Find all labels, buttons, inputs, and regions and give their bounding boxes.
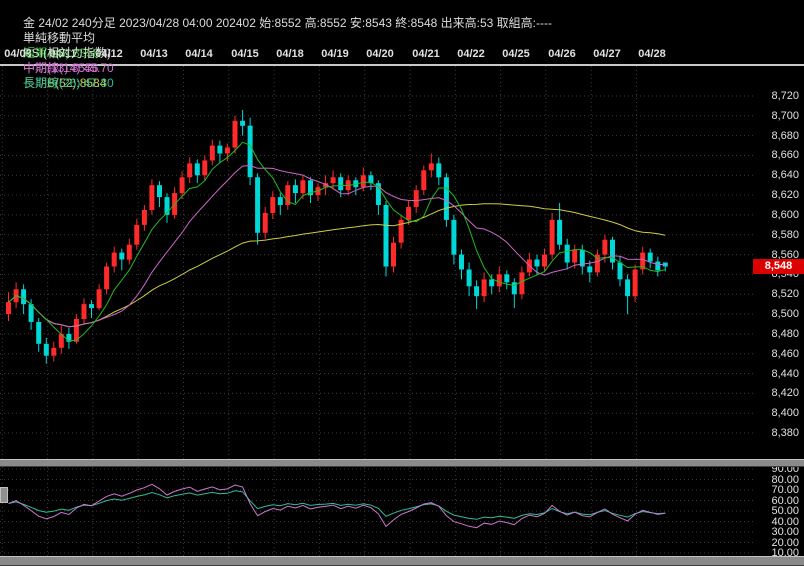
date-label: 04/08: [4, 48, 32, 60]
rsi-axis-label: 20.00: [771, 537, 799, 549]
price-axis-label: 8,720: [771, 90, 799, 102]
price-axis-label: 8,520: [771, 288, 799, 300]
ma-long-line: [8, 203, 666, 328]
chart-header: 金 24/02 240分足 2023/04/28 04:00 202402 始:…: [3, 1, 561, 90]
rsi-axis-label: 60.00: [771, 495, 799, 507]
price-axis-label: 8,500: [771, 308, 799, 320]
rsi-indicator-chart[interactable]: [0, 467, 756, 556]
rsi-info-line: RSI(相対力指数) 中期線(14):45.70 長期線(26):47.30: [3, 31, 561, 90]
date-label: 04/19: [321, 48, 349, 60]
rsi-axis-label: 40.00: [771, 516, 799, 528]
price-axis-label: 8,380: [771, 427, 799, 439]
instrument-info-line: 金 24/02 240分足 2023/04/28 04:00 202402 始:…: [3, 1, 561, 30]
candlestick-chart[interactable]: [0, 66, 756, 459]
date-label: 04/13: [140, 48, 168, 60]
price-axis: 8,380 8,400 8,420 8,440 8,460 8,480 8,500 8,520…: [756, 0, 804, 566]
rsi-axis-label: 30.00: [771, 526, 799, 538]
date-axis: 04/08 04/11 04/12 04/13 04/14 04/15 04/18 04/19…: [0, 46, 756, 63]
price-axis-label: 8,620: [771, 189, 799, 201]
price-axis-label: 8,480: [771, 328, 799, 340]
rsi-axis-label: 70.00: [771, 484, 799, 496]
date-label: 04/14: [185, 48, 213, 60]
price-axis-label: 8,440: [771, 368, 799, 380]
date-label: 04/22: [457, 48, 485, 60]
price-axis-label: 8,420: [771, 387, 799, 399]
price-axis-label: 8,700: [771, 110, 799, 122]
price-axis-label: 8,580: [771, 229, 799, 241]
price-axis-label: 8,460: [771, 348, 799, 360]
rsi-scrollbar-thumb[interactable]: [0, 487, 8, 503]
price-axis-label: 8,640: [771, 169, 799, 181]
date-label: 04/20: [366, 48, 394, 60]
rsi-long-value: 長期線(26):47.30: [23, 76, 114, 90]
last-price-badge: 8,548: [753, 259, 804, 274]
instrument-summary: 金 24/02 240分足 2023/04/28 04:00 202402 始:…: [23, 16, 552, 30]
price-axis-label: 8,660: [771, 149, 799, 161]
rsi-mid-line: [8, 483, 666, 529]
ma-short-value: 短期A(6):8558: [23, 46, 100, 60]
date-label: 04/11: [49, 48, 77, 60]
ma-mid-value: 中期(13):8556: [23, 61, 99, 75]
candles: [6, 109, 668, 364]
bottom-splitter[interactable]: [0, 556, 804, 566]
rsi-mid-value: 中期線(14):45.70: [23, 61, 114, 75]
date-label: 04/27: [593, 48, 621, 60]
date-label: 04/15: [231, 48, 259, 60]
rsi-long-line: [8, 490, 666, 520]
price-axis-label: 8,600: [771, 209, 799, 221]
rsi-axis-label: 50.00: [771, 505, 799, 517]
ma-mid-line: [8, 164, 666, 328]
rsi-axis-label: 80.00: [771, 474, 799, 486]
price-axis-label: 8,400: [771, 407, 799, 419]
ma-long-value: 長期B(52):8584: [23, 76, 107, 90]
panel-splitter[interactable]: [0, 459, 804, 467]
ma-short-line: [8, 141, 666, 342]
date-label: 04/28: [638, 48, 666, 60]
ma-info-line: 単純移動平均 短期A(6):8558 中期(13):8556 長期B(52):8…: [3, 16, 561, 90]
rsi-axis: 10.00 20.00 30.00 40.00 50.00 60.00 70.00 80.00…: [756, 0, 804, 566]
date-label: 04/18: [276, 48, 304, 60]
rsi-title: RSI(相対力指数): [23, 46, 112, 60]
last-price-value: 8,548: [764, 260, 793, 272]
date-label: 04/25: [502, 48, 530, 60]
date-label: 04/26: [548, 48, 576, 60]
price-axis-label: 8,560: [771, 249, 799, 261]
axis-divider-line: [0, 64, 804, 66]
date-label: 04/21: [412, 48, 440, 60]
price-axis-label: 8,680: [771, 130, 799, 142]
ma-title: 単純移動平均: [23, 31, 96, 45]
date-label: 04/12: [95, 48, 123, 60]
